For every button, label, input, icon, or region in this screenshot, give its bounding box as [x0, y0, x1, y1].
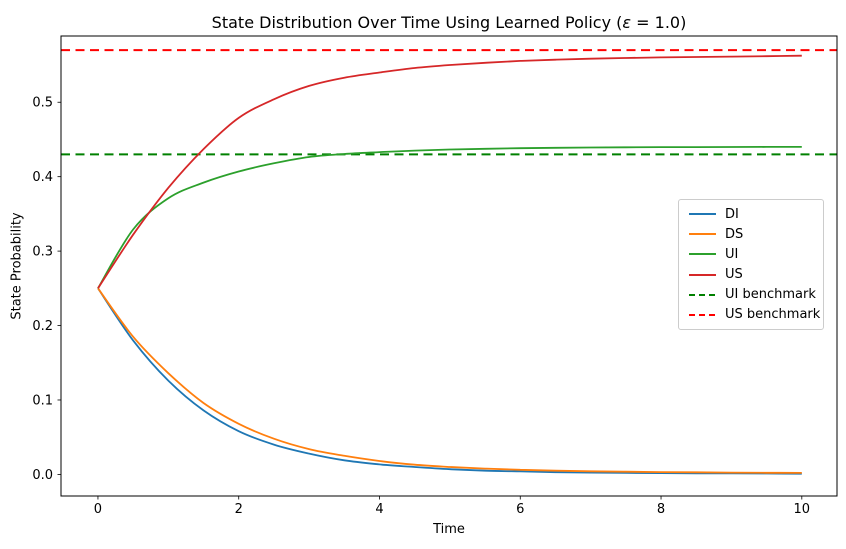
x-tick-label-2: 2	[235, 502, 243, 517]
legend-line-sample-ui-benchmark	[689, 293, 716, 296]
epsilon-symbol: ε	[622, 13, 632, 32]
legend-line-sample-ds	[689, 233, 716, 236]
chart-title: State Distribution Over Time Using Learn…	[212, 13, 687, 32]
y-tick-label-0.4: 0.4	[32, 170, 53, 185]
y-tick-label-0.3: 0.3	[32, 245, 53, 260]
legend-label-di: DI	[725, 206, 739, 222]
legend-label-us: US	[725, 267, 743, 283]
y-tick-label-0.2: 0.2	[32, 319, 53, 334]
chart-title-suffix: = 1.0)	[631, 13, 687, 32]
legend-line-sample-us	[689, 273, 716, 276]
y-tick-label-0.1: 0.1	[32, 393, 53, 408]
y-tick-label-0.5: 0.5	[32, 96, 53, 111]
x-tick-label-10: 10	[794, 502, 811, 517]
legend-label-ui-benchmark: UI benchmark	[725, 287, 816, 303]
y-axis-label: State Probability	[9, 212, 25, 320]
x-tick-label-6: 6	[516, 502, 524, 517]
series-line-us	[97, 54, 802, 289]
legend-label-ds: DS	[725, 226, 744, 242]
legend-label-us-benchmark: US benchmark	[725, 307, 821, 323]
x-tick-label-4: 4	[375, 502, 383, 517]
legend-item-us: US	[689, 265, 815, 285]
legend-line-sample-di	[689, 213, 716, 216]
legend-item-di: DI	[689, 204, 815, 224]
legend-label-ui: UI	[725, 246, 739, 262]
x-tick-label-0: 0	[94, 502, 102, 517]
x-tick-label-8: 8	[657, 502, 665, 517]
legend-item-ds: DS	[689, 224, 815, 244]
x-axis-label: Time	[433, 522, 465, 537]
series-line-ui	[97, 145, 802, 289]
legend-item-us-benchmark: US benchmark	[689, 305, 820, 325]
axes-border	[60, 35, 838, 497]
legend-item-ui-benchmark: UI benchmark	[689, 285, 816, 305]
legend: DI DS UI US UI benchmark US benchmark	[678, 199, 824, 330]
series-line-di	[97, 287, 802, 475]
chart-title-text: State Distribution Over Time Using Learn…	[211, 13, 623, 32]
legend-line-sample-us-benchmark	[689, 313, 716, 316]
series-line-ds	[97, 287, 802, 474]
legend-item-ui: UI	[689, 244, 815, 264]
y-tick-label-0.0: 0.0	[32, 468, 53, 483]
legend-line-sample-ui	[689, 253, 716, 256]
